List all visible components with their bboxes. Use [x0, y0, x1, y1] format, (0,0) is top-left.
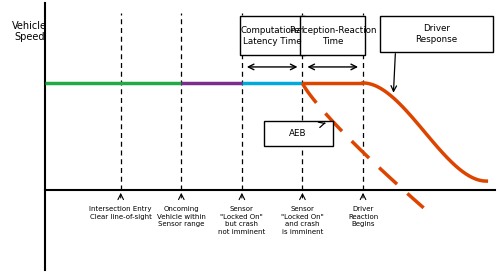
Text: Vehicle
Speed: Vehicle Speed — [12, 20, 48, 42]
Text: Sensor
"Locked On"
and crash
is imminent: Sensor "Locked On" and crash is imminent — [281, 206, 324, 235]
Text: Perception-Reaction
Time: Perception-Reaction Time — [289, 26, 376, 46]
FancyBboxPatch shape — [300, 16, 365, 55]
Text: Oncoming
Vehicle within
Sensor range: Oncoming Vehicle within Sensor range — [157, 206, 206, 227]
FancyBboxPatch shape — [240, 16, 304, 55]
FancyBboxPatch shape — [380, 16, 493, 52]
Text: Sensor
"Locked On"
but crash
not imminent: Sensor "Locked On" but crash not imminen… — [218, 206, 266, 235]
Text: AEB: AEB — [290, 129, 307, 138]
Text: Driver
Reaction
Begins: Driver Reaction Begins — [348, 206, 378, 227]
Text: Driver
Response: Driver Response — [416, 24, 458, 44]
Text: Intersection Entry
Clear line-of-sight: Intersection Entry Clear line-of-sight — [90, 206, 152, 219]
FancyBboxPatch shape — [264, 121, 332, 146]
Text: Computational
Latency Time: Computational Latency Time — [240, 26, 304, 46]
